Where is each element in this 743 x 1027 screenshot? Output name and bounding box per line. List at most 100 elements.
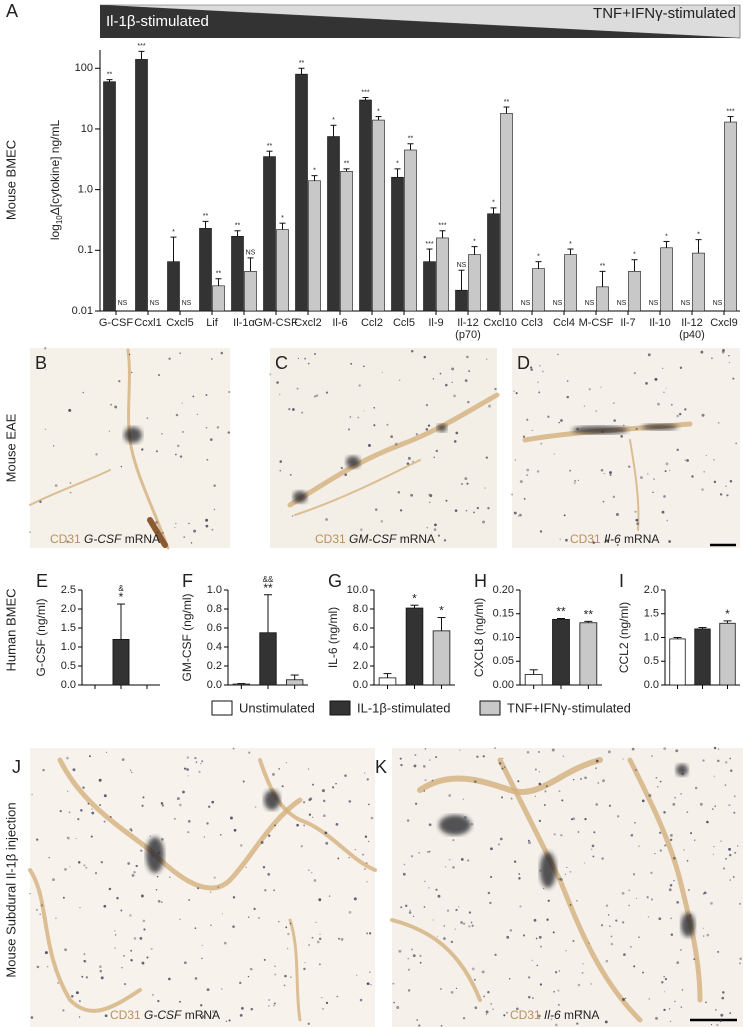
mrna-dot [670, 917, 673, 920]
mrna-dot [278, 393, 281, 396]
mrna-dot [83, 864, 86, 867]
micrograph [512, 348, 740, 548]
mrna-dot [285, 926, 288, 929]
mrna-dot [66, 836, 69, 839]
significance: ** [584, 608, 594, 622]
mrna-dot [601, 430, 604, 433]
y-axis-label: G-CSF (ng/ml) [34, 598, 48, 676]
mrna-dot [557, 989, 560, 992]
bar [244, 271, 257, 312]
mrna-dot [450, 940, 454, 944]
mrna-dot [82, 391, 85, 394]
mrna-dot [303, 967, 306, 971]
bar [423, 261, 436, 312]
mrna-dot [577, 983, 581, 987]
mrna-dot [538, 771, 540, 773]
mrna-dot [506, 1011, 508, 1014]
x-tick-label: Il-6 [332, 317, 347, 329]
mrna-dot [140, 849, 143, 852]
mrna-dot [632, 873, 636, 876]
mrna-dot [362, 853, 365, 856]
bar [276, 229, 289, 312]
mrna-dot [71, 994, 74, 998]
mrna-dot [120, 465, 123, 468]
mrna-dot [640, 476, 643, 479]
mrna-dot [502, 757, 504, 760]
mrna-dot [415, 433, 418, 436]
mrna-dot [605, 959, 609, 963]
mrna-dot [572, 778, 575, 781]
mrna-dot [48, 856, 50, 859]
mrna-dot [358, 384, 361, 387]
micrograph [270, 348, 500, 548]
mrna-signal [681, 913, 695, 937]
mrna-dot [673, 879, 675, 882]
vessel [29, 469, 111, 506]
mrna-dot [607, 750, 611, 754]
mrna-dot [634, 768, 637, 772]
mrna-dot [220, 833, 222, 836]
mrna-dot [513, 860, 517, 863]
mrna-dot [194, 977, 198, 980]
mrna-dot [452, 866, 455, 869]
x-tick-label: Ccl3 [521, 317, 543, 329]
mrna-dot [485, 1013, 488, 1015]
mrna-dot [584, 776, 587, 780]
mrna-dot [174, 527, 176, 529]
bar [524, 674, 543, 686]
mrna-dot [289, 922, 292, 925]
mrna-dot [726, 494, 729, 497]
mrna-dot [652, 491, 654, 494]
mrna-dot [428, 501, 431, 504]
mrna-dot [729, 757, 732, 760]
mrna-dot [560, 834, 563, 837]
mrna-dot [474, 1006, 478, 1010]
mrna-dot [584, 818, 587, 821]
mrna-dot [429, 494, 433, 498]
mrna-dot [688, 913, 692, 917]
mrna-dot [62, 896, 65, 899]
significance: * [492, 200, 495, 207]
mrna-dot [584, 862, 586, 864]
mrna-dot [121, 966, 123, 969]
mrna-dot [713, 775, 716, 777]
mrna-dot [591, 844, 595, 848]
mrna-dot [53, 445, 55, 447]
mrna-dot [687, 888, 691, 892]
mrna-dot [426, 526, 429, 529]
bar [135, 59, 148, 312]
mrna-dot [669, 469, 671, 471]
mrna-dot [83, 960, 87, 963]
mrna-dot [616, 815, 620, 818]
caption: CD31 G-CSF mRNA [50, 532, 160, 546]
mrna-dot [205, 394, 208, 396]
row-label: Mouse EAE [3, 413, 18, 482]
mrna-dot [613, 402, 615, 404]
bar [404, 149, 417, 312]
y-axis-label: log10Δ[cytokine] ng/mL [48, 120, 64, 241]
mrna-dot [90, 835, 93, 838]
mrna-dot [717, 421, 720, 424]
mrna-dot [424, 748, 427, 750]
mrna-dot [338, 937, 340, 940]
mrna-dot [713, 845, 715, 848]
y-axis-label: GM-CSF (ng/ml) [180, 594, 194, 682]
mrna-dot [608, 804, 612, 807]
mrna-dot [348, 856, 350, 859]
mrna-dot [528, 839, 530, 842]
legend-label: TNF+IFNγ-stimulated [507, 700, 631, 715]
mrna-dot [114, 930, 116, 932]
mrna-dot [228, 390, 231, 394]
x-tick-label: Cxcl2 [294, 317, 322, 329]
mrna-dot [194, 756, 197, 760]
mrna-dot [519, 480, 523, 484]
mrna-dot [198, 770, 201, 773]
mrna-dot [526, 468, 530, 472]
mrna-dot [79, 906, 81, 909]
mrna-dot [558, 421, 560, 424]
y-label-part: Δ[cytokine] ng/mL [48, 120, 62, 216]
bar [378, 677, 397, 686]
mrna-dot [187, 819, 191, 823]
mrna-dot [157, 899, 161, 903]
mrna-dot [665, 462, 669, 466]
